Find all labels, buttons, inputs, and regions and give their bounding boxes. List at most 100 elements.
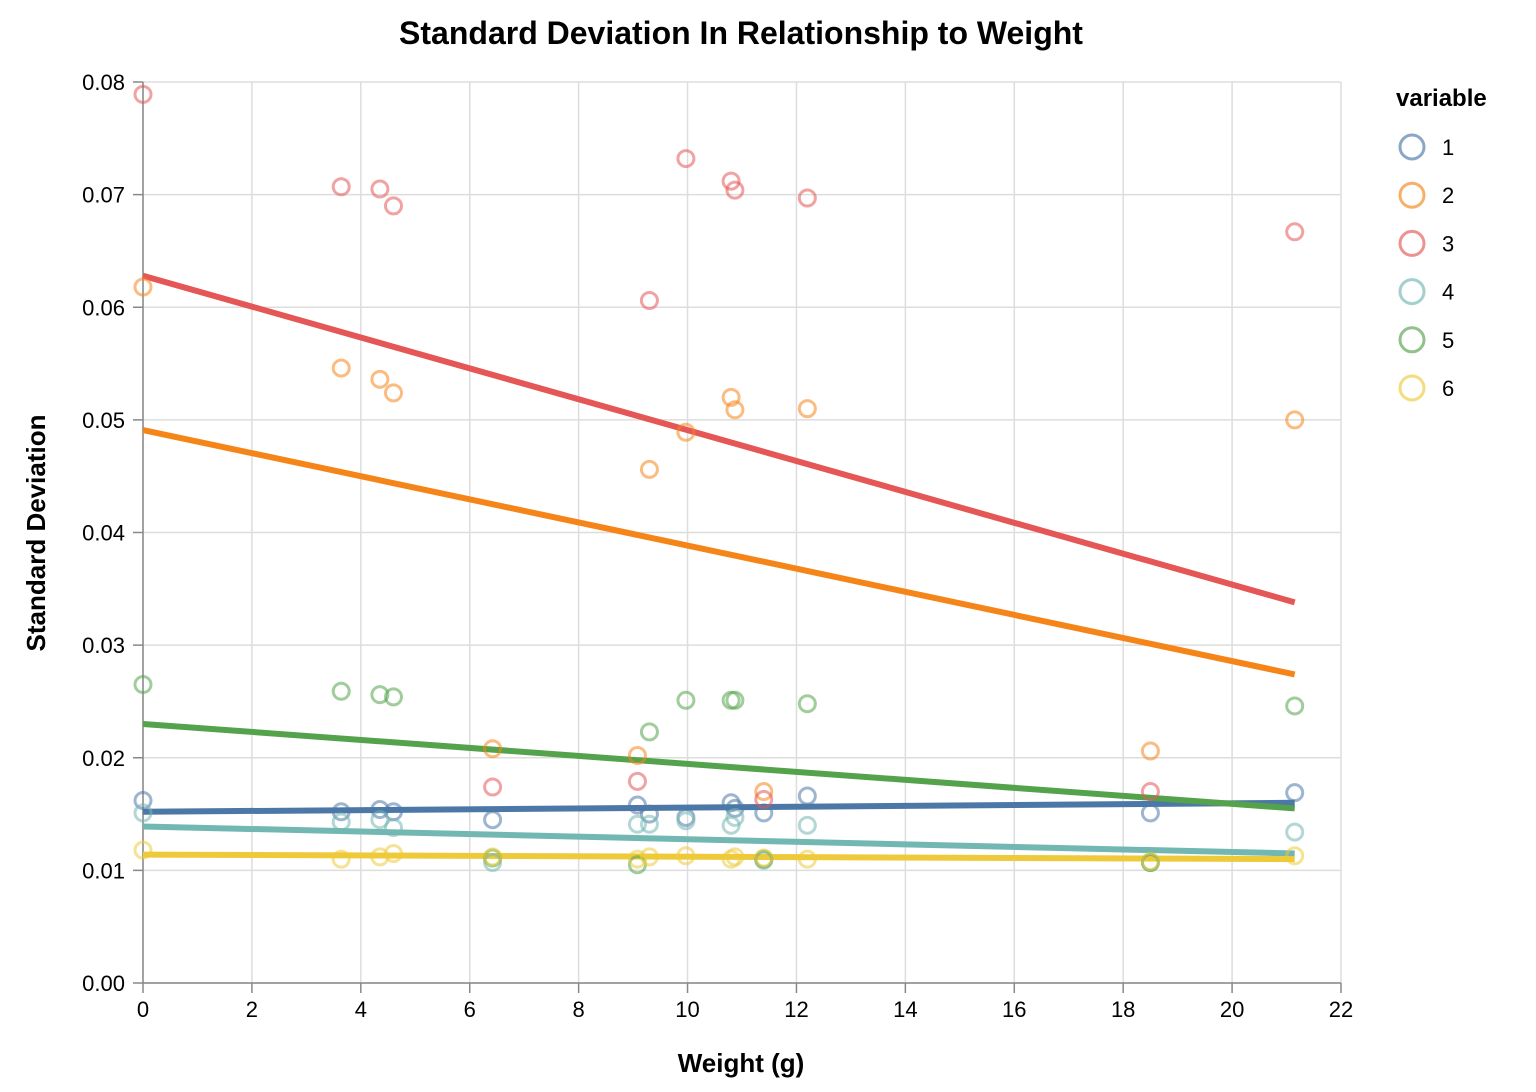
data-point-series-2 <box>383 383 403 403</box>
data-point-series-4 <box>1285 822 1305 842</box>
trend-line-series-2 <box>142 427 1296 678</box>
y-tick-label: 0.08 <box>82 70 125 95</box>
legend-label-2: 2 <box>1442 183 1454 208</box>
x-tick-label: 12 <box>784 997 808 1022</box>
legend-symbol-1 <box>1398 133 1426 161</box>
data-point-series-1 <box>1140 803 1160 823</box>
data-point-series-6 <box>676 846 696 866</box>
data-point-series-3 <box>1140 782 1160 802</box>
data-point-series-6 <box>133 840 153 860</box>
data-point-series-2 <box>370 369 390 389</box>
data-point-series-4 <box>676 811 696 831</box>
data-point-series-5 <box>797 694 817 714</box>
data-point-series-5 <box>370 685 390 705</box>
data-point-series-2 <box>754 782 774 802</box>
data-point-series-4 <box>370 810 390 830</box>
y-axis-title: Standard Deviation <box>21 415 51 652</box>
y-tick-label: 0.04 <box>82 521 125 546</box>
data-point-series-5 <box>331 681 351 701</box>
axes: 0 2 4 6 8 10 12 14 16 18 20 22 0.00 0.01 0.02 0.03 0.04 0… <box>82 70 1353 1022</box>
y-tick-label: 0.01 <box>82 858 125 883</box>
legend-symbol-4 <box>1398 278 1426 306</box>
data-point-series-4 <box>725 807 745 827</box>
data-point-series-4 <box>627 814 647 834</box>
data-point-series-2 <box>627 745 647 765</box>
legend-label-6: 6 <box>1442 376 1454 401</box>
data-point-series-2 <box>483 739 503 759</box>
data-point-series-1 <box>133 791 153 811</box>
trend-line-series-4 <box>142 823 1295 857</box>
data-point-series-2 <box>1285 410 1305 430</box>
data-point-series-3 <box>676 149 696 169</box>
data-point-series-3 <box>1285 222 1305 242</box>
x-tick-label: 8 <box>573 997 585 1022</box>
y-tick-label: 0.00 <box>82 971 125 996</box>
data-point-series-5 <box>676 690 696 710</box>
data-point-series-2 <box>721 387 741 407</box>
data-point-series-1 <box>639 804 659 824</box>
data-point-series-4 <box>383 818 403 838</box>
x-tick-label: 18 <box>1111 997 1135 1022</box>
legend-label-5: 5 <box>1442 328 1454 353</box>
data-point-series-1 <box>725 798 745 818</box>
data-point-series-1 <box>627 795 647 815</box>
data-point-series-4 <box>797 815 817 835</box>
legend: variable 1 2 3 4 5 6 <box>1396 85 1487 402</box>
data-point-series-4 <box>331 812 351 832</box>
data-point-series-5 <box>1285 696 1305 716</box>
data-point-series-6 <box>725 847 745 867</box>
data-point-series-3 <box>797 188 817 208</box>
x-tick-label: 20 <box>1220 997 1244 1022</box>
data-point-series-1 <box>370 800 390 820</box>
data-point-series-6 <box>383 843 403 863</box>
data-point-series-6 <box>331 849 351 869</box>
data-point-series-3 <box>725 180 745 200</box>
trend-line-series-3 <box>142 272 1296 606</box>
data-point-series-4 <box>639 814 659 834</box>
data-point-series-3 <box>754 789 774 809</box>
data-point-series-3 <box>639 290 659 310</box>
legend-symbol-3 <box>1398 229 1426 257</box>
y-tick-label: 0.07 <box>82 183 125 208</box>
chart-title: Standard Deviation In Relationship to We… <box>399 15 1083 51</box>
legend-symbol-2 <box>1398 181 1426 209</box>
data-point-series-4 <box>133 803 153 823</box>
data-point-series-2 <box>133 277 153 297</box>
data-points <box>133 84 1305 875</box>
legend-symbol-6 <box>1398 374 1426 402</box>
data-point-series-1 <box>754 803 774 823</box>
data-point-series-5 <box>383 687 403 707</box>
trend-line-series-6 <box>142 851 1295 863</box>
data-point-series-5 <box>639 722 659 742</box>
trend-line-series-5 <box>142 720 1295 812</box>
legend-label-1: 1 <box>1442 135 1454 160</box>
data-point-series-6 <box>1285 846 1305 866</box>
data-point-series-3 <box>483 777 503 797</box>
trend-line-series-1 <box>142 799 1295 815</box>
data-point-series-6 <box>639 847 659 867</box>
x-tick-label: 4 <box>355 997 367 1022</box>
data-point-series-3 <box>721 171 741 191</box>
data-point-series-2 <box>1140 741 1160 761</box>
y-tick-label: 0.05 <box>82 408 125 433</box>
x-tick-label: 6 <box>464 997 476 1022</box>
x-tick-label: 0 <box>137 997 149 1022</box>
y-tick-label: 0.03 <box>82 633 125 658</box>
y-tick-label: 0.02 <box>82 746 125 771</box>
data-point-series-1 <box>1285 783 1305 803</box>
data-point-series-1 <box>483 810 503 830</box>
legend-label-3: 3 <box>1442 231 1454 256</box>
data-point-series-5 <box>133 675 153 695</box>
x-tick-label: 2 <box>246 997 258 1022</box>
legend-symbol-5 <box>1398 326 1426 354</box>
data-point-series-6 <box>483 847 503 867</box>
x-tick-label: 10 <box>675 997 699 1022</box>
data-point-series-2 <box>331 358 351 378</box>
data-point-series-2 <box>725 400 745 420</box>
data-point-series-6 <box>627 849 647 869</box>
legend-label-4: 4 <box>1442 280 1454 305</box>
data-point-series-3 <box>627 771 647 791</box>
x-tick-label: 22 <box>1329 997 1353 1022</box>
